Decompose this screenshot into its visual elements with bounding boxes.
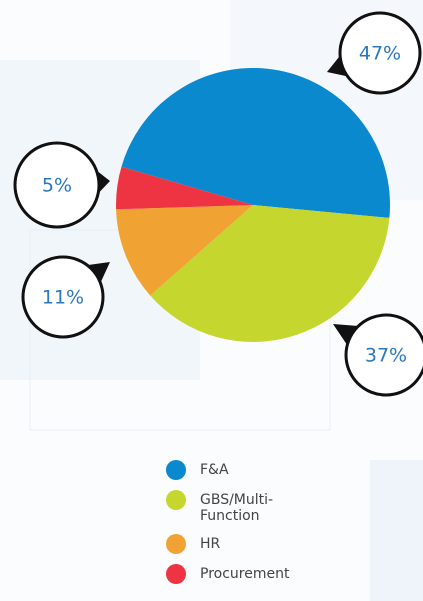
pie-slice: [150, 205, 390, 343]
legend-label: HR: [200, 536, 221, 552]
legend-item: GBS/Multi-Function: [166, 490, 306, 524]
legend-item: Procurement: [166, 564, 306, 584]
legend-swatch: [166, 534, 186, 554]
legend-label: F&A: [200, 462, 229, 478]
callout-circle: [21, 255, 105, 339]
callout-circle: [13, 141, 101, 229]
data-label: 11%: [42, 287, 84, 309]
legend-label: Procurement: [200, 566, 290, 582]
data-label: 37%: [365, 345, 407, 367]
callout-circle: [344, 313, 423, 397]
pie-slice: [121, 68, 391, 218]
callout-pointer: [87, 262, 110, 283]
data-label: 47%: [359, 43, 401, 65]
callout-pointer: [333, 324, 359, 346]
legend-swatch: [166, 460, 186, 480]
legend-swatch: [166, 490, 186, 510]
pie-slice: [116, 166, 253, 210]
pie-slice: [116, 205, 254, 296]
legend-label: GBS/Multi-Function: [200, 492, 274, 524]
legend-swatch: [166, 564, 186, 584]
legend-item: HR: [166, 534, 306, 554]
callout-pointer: [327, 55, 348, 77]
data-label: 5%: [42, 175, 72, 197]
legend: F&A GBS/Multi-Function HR Procurement: [166, 460, 306, 594]
legend-item: F&A: [166, 460, 306, 480]
callout-circle: [338, 11, 422, 95]
